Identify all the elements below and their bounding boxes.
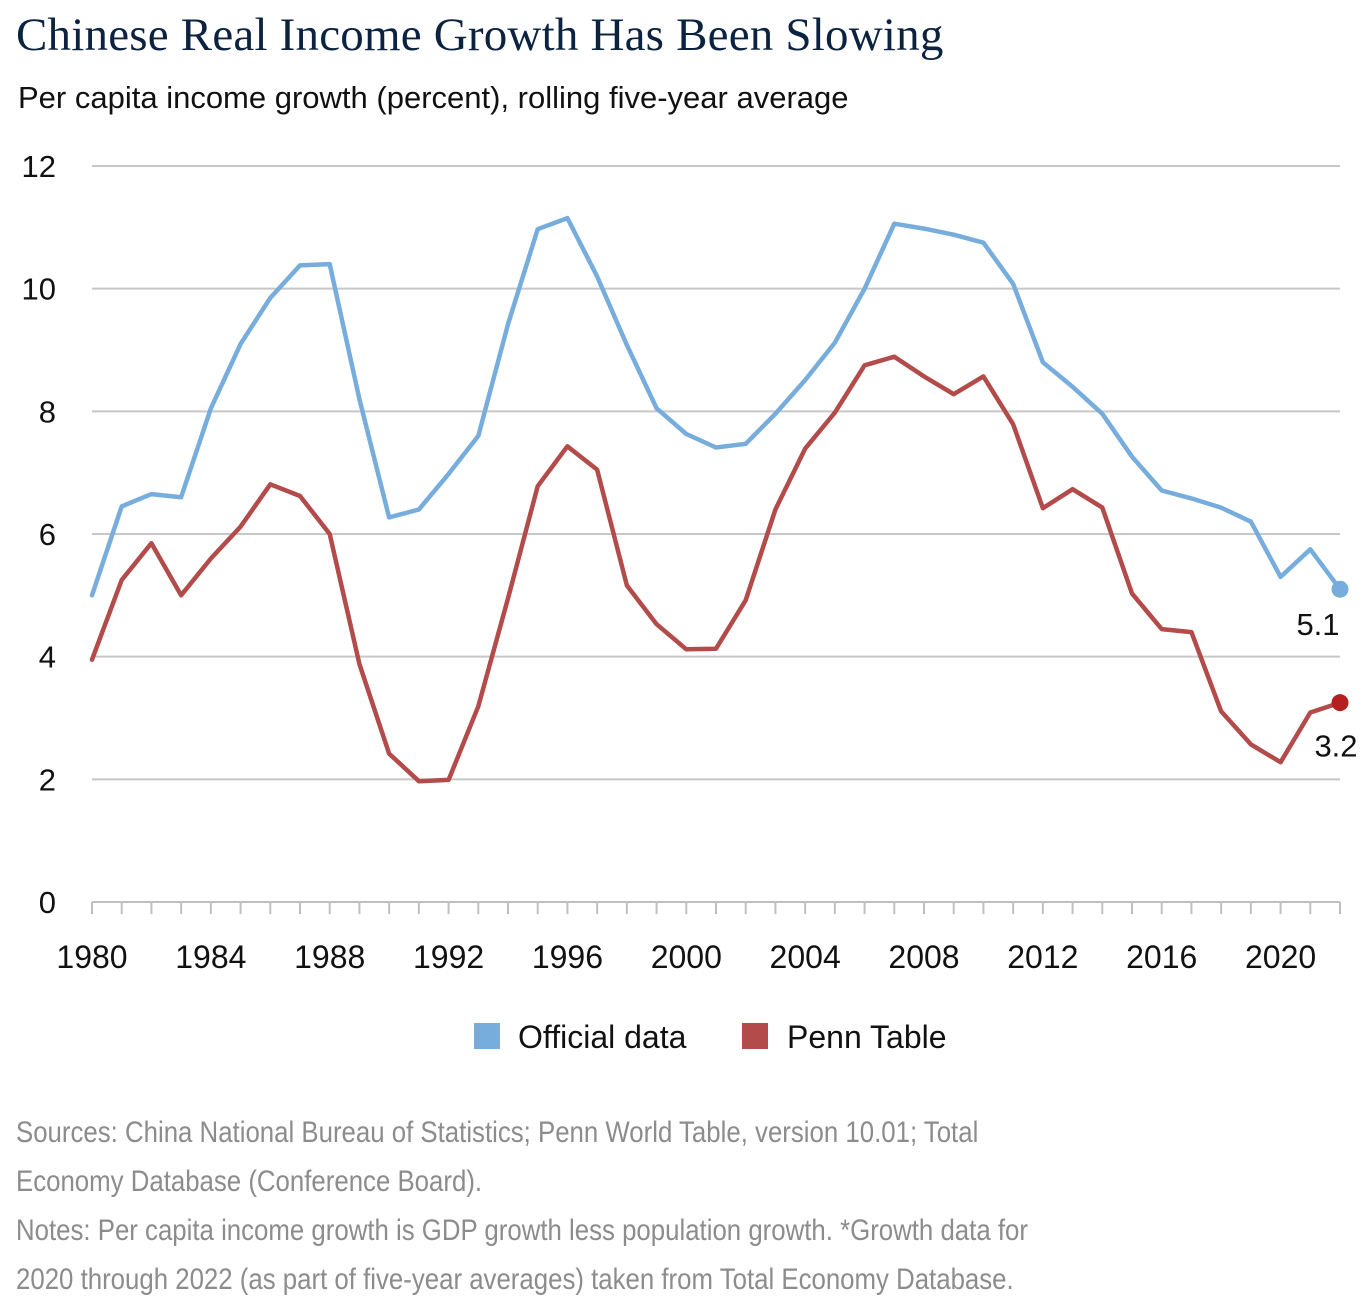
end-labels: 5.1 3.2 — [1296, 607, 1357, 763]
notes-line-1: Notes: Per capita income growth is GDP g… — [16, 1214, 1028, 1247]
y-tick-label: 12 — [22, 149, 56, 184]
x-tick-label: 2012 — [1007, 939, 1078, 975]
y-tick-label: 10 — [22, 272, 56, 307]
official-data-end-label: 5.1 — [1296, 607, 1339, 642]
sources-note: Sources: China National Bureau of Statis… — [16, 1108, 1356, 1206]
y-tick-label: 0 — [39, 885, 56, 920]
penn-table-end-point — [1331, 694, 1349, 712]
x-tick-label: 1996 — [532, 939, 603, 975]
axes: 0 2 4 6 8 10 12 1980 1984 1988 1992 1996 2000 2004 200… — [22, 149, 1341, 975]
series — [89, 215, 1349, 784]
x-tick-label: 1980 — [56, 939, 127, 975]
legend: Official data Penn Table — [474, 1019, 947, 1055]
x-tick-label: 2016 — [1126, 939, 1197, 975]
gridlines — [92, 165, 1340, 781]
notes-note: Notes: Per capita income growth is GDP g… — [16, 1206, 1356, 1304]
notes-line-2: 2020 through 2022 (as part of five-year … — [16, 1263, 1014, 1296]
legend-label-official: Official data — [518, 1019, 687, 1055]
sources-line-1: Sources: China National Bureau of Statis… — [16, 1116, 979, 1149]
x-tick-label: 1992 — [413, 939, 484, 975]
x-tick-label: 1988 — [294, 939, 365, 975]
chart-subtitle: Per capita income growth (percent), roll… — [18, 80, 849, 115]
x-tick-label: 2000 — [651, 939, 722, 975]
chart-title: Chinese Real Income Growth Has Been Slow… — [16, 9, 944, 61]
x-tick-label: 2020 — [1245, 939, 1316, 975]
y-tick-label: 8 — [39, 394, 56, 429]
x-tick-label: 1984 — [175, 939, 246, 975]
legend-swatch-official — [474, 1023, 500, 1049]
x-tick-label: 2008 — [888, 939, 959, 975]
legend-swatch-penn-table — [742, 1023, 768, 1049]
penn-table-line — [89, 354, 1343, 784]
y-tick-label: 4 — [39, 640, 56, 675]
y-tick-label: 6 — [39, 517, 56, 552]
line-chart: 0 2 4 6 8 10 12 1980 1984 1988 1992 1996 2000 2004 200… — [22, 149, 1358, 1055]
sources-line-2: Economy Database (Conference Board). — [16, 1165, 483, 1198]
official-data-line — [89, 215, 1343, 598]
official-data-end-point — [1331, 580, 1349, 598]
penn-table-end-label: 3.2 — [1314, 729, 1357, 764]
y-tick-label: 2 — [39, 762, 56, 797]
x-tick-label: 2004 — [770, 939, 841, 975]
legend-label-penn-table: Penn Table — [787, 1019, 947, 1055]
